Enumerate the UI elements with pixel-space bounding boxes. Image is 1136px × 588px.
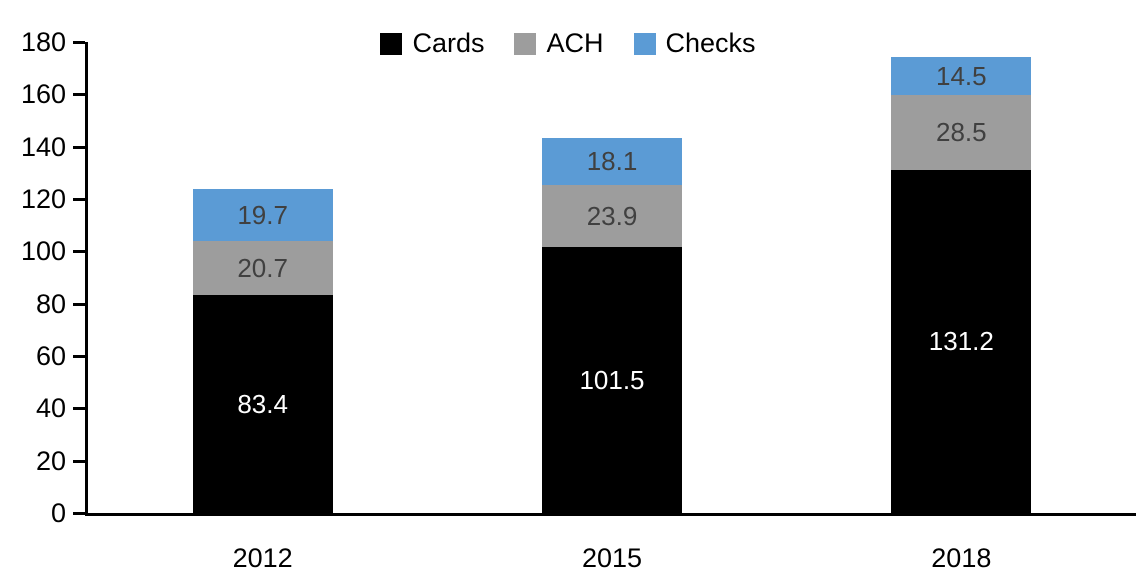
x-tick-label: 2012 <box>232 543 293 573</box>
bar-value-label: 28.5 <box>936 117 987 148</box>
y-tick-label: 120 <box>20 184 66 214</box>
legend-item-cards: Cards <box>380 30 484 57</box>
chart-legend: Cards ACH Checks <box>0 30 1136 57</box>
bar-2015-checks: 18.1 <box>542 137 682 185</box>
legend-marker-cards <box>380 32 403 55</box>
bar-2018-cards: 131.2 <box>891 169 1032 513</box>
legend-marker-checks <box>633 32 656 55</box>
bar-value-label: 101.5 <box>579 365 645 396</box>
y-tick-label: 60 <box>35 341 66 371</box>
bar-2018-checks: 14.5 <box>891 57 1032 96</box>
y-tick-label: 40 <box>35 393 66 424</box>
bar-value-label: 14.5 <box>936 61 987 92</box>
bar-2012-cards: 83.4 <box>192 294 333 513</box>
legend-label: Checks <box>665 28 756 58</box>
y-tick-mark <box>73 145 85 149</box>
y-tick-mark <box>73 250 85 254</box>
bar-value-label: 19.7 <box>237 199 288 230</box>
bar-value-label: 23.9 <box>586 201 638 232</box>
bar-value-label: 131.2 <box>928 326 994 357</box>
x-tick-label: 2015 <box>581 543 643 573</box>
legend-label: ACH <box>546 28 604 58</box>
bar-2012-checks: 19.7 <box>192 189 333 241</box>
y-tick-label: 80 <box>35 288 66 319</box>
y-tick-mark <box>73 93 85 97</box>
y-tick-label: 0 <box>50 498 66 528</box>
y-axis-line <box>85 42 88 516</box>
bar-2015-cards: 101.5 <box>542 247 682 513</box>
bar-value-label: 83.4 <box>237 388 288 419</box>
bar-value-label: 20.7 <box>237 252 288 283</box>
bar-2018-ach: 28.5 <box>891 95 1032 170</box>
y-tick-label: 140 <box>20 131 66 162</box>
y-tick-mark <box>73 41 85 44</box>
legend-label: Cards <box>412 28 485 58</box>
y-tick-label: 20 <box>35 445 66 476</box>
y-tick-mark <box>73 459 85 463</box>
y-tick-mark <box>73 198 85 201</box>
y-tick-mark <box>73 407 85 411</box>
y-tick-label: 180 <box>20 27 66 57</box>
y-tick-mark <box>73 355 85 358</box>
bar-2015-ach: 23.9 <box>542 184 682 248</box>
y-tick-label: 160 <box>20 79 66 110</box>
y-tick-mark <box>73 512 85 515</box>
bar-value-label: 18.1 <box>586 146 638 177</box>
y-tick-label: 100 <box>20 236 66 267</box>
x-tick-label: 2018 <box>931 543 992 573</box>
bar-2012-ach: 20.7 <box>192 240 333 295</box>
y-tick-mark <box>73 302 85 306</box>
x-axis-line <box>85 513 1136 516</box>
legend-item-checks: Checks <box>633 28 756 58</box>
legend-marker-ach <box>514 32 537 55</box>
legend-item-ach: ACH <box>514 28 604 58</box>
